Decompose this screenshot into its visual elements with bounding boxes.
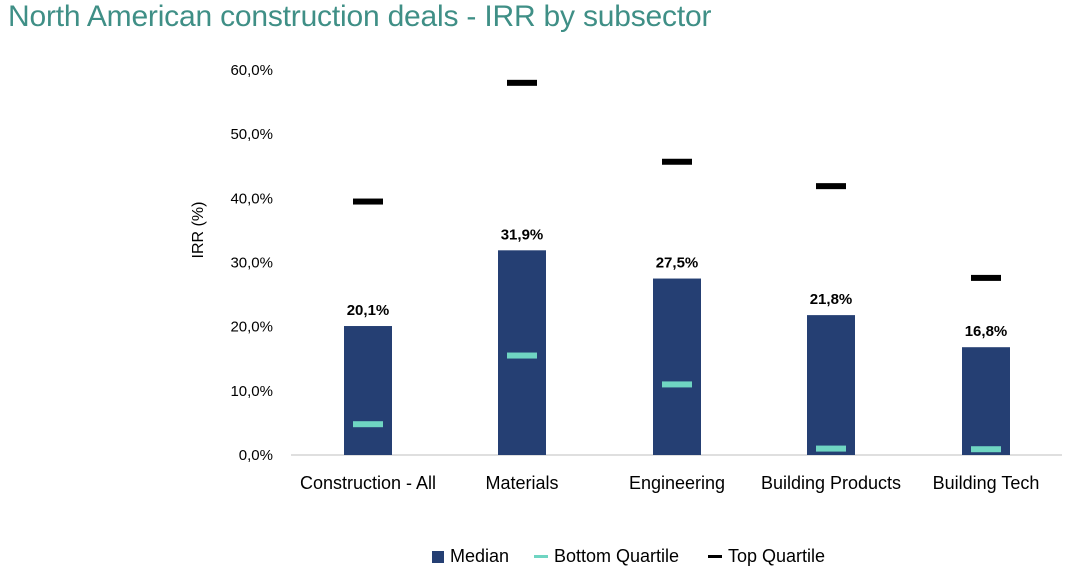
legend-swatch-bottom-quartile — [534, 555, 548, 558]
bar-median — [962, 347, 1010, 455]
x-tick-label: Building Products — [761, 473, 901, 493]
marker-bottom-quartile — [662, 381, 692, 388]
marker-bottom-quartile — [507, 352, 537, 359]
legend-label-bottom-quartile: Bottom Quartile — [554, 546, 680, 566]
data-label-median: 21,8% — [810, 291, 853, 308]
y-axis-title: IRR (%) — [190, 202, 207, 259]
data-label-median: 31,9% — [501, 226, 544, 243]
chart-area: 0,0% 10,0% 20,0% 30,0% 40,0% 50,0% 60,0% IRR (%… — [190, 62, 1062, 493]
legend-label-median: Median — [450, 546, 510, 566]
x-tick-label: Materials — [485, 473, 558, 493]
y-tick-label: 40,0% — [230, 190, 273, 207]
legend-label-top-quartile: Top Quartile — [728, 546, 826, 566]
legend-swatch-median — [432, 550, 444, 563]
y-tick-label: 10,0% — [230, 383, 273, 400]
marker-bottom-quartile — [816, 445, 846, 452]
marker-top-quartile — [816, 183, 846, 190]
marker-top-quartile — [971, 274, 1001, 281]
marker-top-quartile — [353, 198, 383, 205]
bar-median — [344, 326, 392, 455]
legend-item-bottom-quartile: Bottom Quartile — [534, 546, 679, 567]
y-tick-label: 30,0% — [230, 255, 273, 272]
x-tick-label: Construction - All — [300, 473, 436, 493]
data-label-median: 16,8% — [965, 323, 1008, 340]
legend-item-median: Median — [432, 546, 509, 567]
marker-top-quartile — [662, 158, 692, 165]
bar-median — [653, 278, 701, 455]
y-tick-label: 60,0% — [230, 62, 273, 79]
y-tick-label: 0,0% — [239, 447, 273, 464]
legend: Median Bottom Quartile Top Quartile — [0, 546, 1082, 570]
bar-median — [807, 315, 855, 455]
marker-bottom-quartile — [353, 421, 383, 428]
data-label-median: 20,1% — [347, 302, 390, 319]
legend-swatch-top-quartile — [708, 555, 722, 558]
y-tick-label: 50,0% — [230, 126, 273, 143]
marker-bottom-quartile — [971, 446, 1001, 453]
x-tick-label: Engineering — [629, 473, 725, 493]
x-tick-label: Building Tech — [933, 473, 1040, 493]
data-label-median: 27,5% — [656, 255, 699, 272]
chart-title: North American construction deals - IRR … — [8, 0, 712, 33]
legend-item-top-quartile: Top Quartile — [708, 546, 825, 567]
marker-top-quartile — [507, 79, 537, 86]
y-tick-label: 20,0% — [230, 319, 273, 336]
